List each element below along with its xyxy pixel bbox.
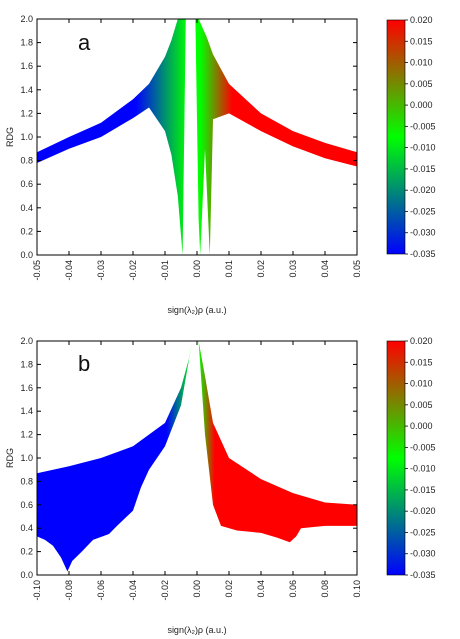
- y-tick-label: 1.4: [20, 85, 33, 95]
- y-tick-label: 0.6: [20, 179, 33, 189]
- x-tick-label: 0.04: [256, 580, 266, 598]
- y-tick-label: 2.0: [20, 336, 33, 346]
- colorbar-tick-label: 0.005: [410, 79, 433, 89]
- colorbar-tick-label: -0.025: [410, 527, 436, 537]
- y-tick-label: 1.4: [20, 406, 33, 416]
- colorbar-tick-label: -0.015: [410, 485, 436, 495]
- y-tick-label: 1.0: [20, 132, 33, 142]
- y-tick-label: 1.2: [20, 430, 33, 440]
- y-tick-label: 0.2: [20, 547, 33, 557]
- x-tick-label: 0.00: [192, 580, 202, 598]
- y-tick-label: 1.6: [20, 61, 33, 71]
- colorbar-tick-label: 0.020: [410, 336, 433, 346]
- y-tick-label: 0.0: [20, 570, 33, 580]
- y-tick-label: 1.8: [20, 38, 33, 48]
- y-axis-label: RDG: [5, 448, 15, 468]
- y-tick-label: 0.4: [20, 203, 33, 213]
- colorbar-tick-label: -0.025: [410, 206, 436, 216]
- data-points: [37, 341, 357, 572]
- x-tick-label: 0.02: [224, 580, 234, 598]
- x-tick-label: -0.03: [96, 260, 106, 281]
- colorbar-tick-label: 0.020: [410, 15, 433, 25]
- x-tick-label: -0.01: [160, 260, 170, 281]
- x-tick-label: 0.08: [320, 580, 330, 598]
- panel-b: 0.0 0.2 0.4 0.6 0.8 1.0 1.2 1.4 1.6 1.8 2.0 -0.10 -0…: [5, 336, 436, 635]
- colorbar-tick-label: 0.015: [410, 36, 433, 46]
- colorbar-tick-label: 0.000: [410, 421, 433, 431]
- colorbar-tick-label: -0.015: [410, 164, 436, 174]
- rdg-point-cloud-negative: [37, 341, 193, 572]
- colorbar-tick-label: -0.005: [410, 442, 436, 452]
- x-axis-label: sign(λ₂)ρ (a.u.): [167, 625, 226, 635]
- panel-a: 0.0 0.2 0.4 0.6 0.8 1.0 1.2 1.4 1.6 1.8 2.0 -0.05 -0…: [5, 14, 436, 315]
- colorbar: [386, 19, 406, 255]
- x-tick-label: 0.04: [320, 260, 330, 278]
- x-tick-label: 0.05: [352, 260, 362, 278]
- colorbar-tick-label: 0.005: [410, 400, 433, 410]
- y-tick-label: 1.6: [20, 383, 33, 393]
- y-tick-label: 2.0: [20, 14, 33, 24]
- colorbar-tick-label: -0.035: [410, 570, 436, 580]
- x-tick-label: 0.02: [256, 260, 266, 278]
- colorbar-tick-label: -0.020: [410, 506, 436, 516]
- x-tick-label: -0.02: [160, 580, 170, 601]
- colorbar-tick-label: -0.005: [410, 121, 436, 131]
- x-tick-label: -0.08: [64, 580, 74, 601]
- y-axis-label: RDG: [5, 127, 15, 147]
- y-tick-label: 1.0: [20, 453, 33, 463]
- y-tick-label: 0.6: [20, 500, 33, 510]
- rdg-point-cloud-negative: [37, 19, 186, 255]
- data-points: [37, 19, 357, 255]
- x-tick-label: -0.06: [96, 580, 106, 601]
- colorbar-tick-label: 0.015: [410, 357, 433, 367]
- rdg-point-cloud-positive: [198, 341, 357, 543]
- x-tick-label: -0.10: [32, 580, 42, 601]
- x-tick-label: 0.06: [288, 580, 298, 598]
- colorbar-tick-label: -0.030: [410, 228, 436, 238]
- x-tick-label: -0.05: [32, 260, 42, 281]
- rdg-point-cloud-positive: [195, 19, 357, 255]
- colorbar-tick-label: 0.000: [410, 100, 433, 110]
- y-tick-label: 0.8: [20, 476, 33, 486]
- y-tick-label: 0.4: [20, 523, 33, 533]
- colorbar-tick-label: -0.030: [410, 549, 436, 559]
- colorbar-tick-label: -0.010: [410, 464, 436, 474]
- panel-letter: a: [78, 30, 91, 55]
- colorbar-tick-label: -0.010: [410, 143, 436, 153]
- panel-letter: b: [78, 351, 90, 376]
- y-tick-label: 0.0: [20, 250, 33, 260]
- x-tick-label: 0.01: [224, 260, 234, 278]
- x-tick-label: -0.02: [128, 260, 138, 281]
- x-tick-label: 0.00: [192, 260, 202, 278]
- colorbar-tick-label: -0.020: [410, 185, 436, 195]
- y-tick-label: 0.2: [20, 226, 33, 236]
- x-tick-label: -0.04: [64, 260, 74, 281]
- x-axis-label: sign(λ₂)ρ (a.u.): [167, 305, 226, 315]
- colorbar-tick-label: 0.010: [410, 58, 433, 68]
- y-tick-label: 1.8: [20, 359, 33, 369]
- colorbar-tick-label: 0.010: [410, 379, 433, 389]
- x-tick-label: -0.04: [128, 580, 138, 601]
- y-tick-label: 1.2: [20, 108, 33, 118]
- x-tick-label: 0.03: [288, 260, 298, 278]
- colorbar: [386, 340, 406, 576]
- x-tick-label: 0.10: [352, 580, 362, 598]
- colorbar-tick-label: -0.035: [410, 249, 436, 259]
- y-tick-label: 0.8: [20, 156, 33, 166]
